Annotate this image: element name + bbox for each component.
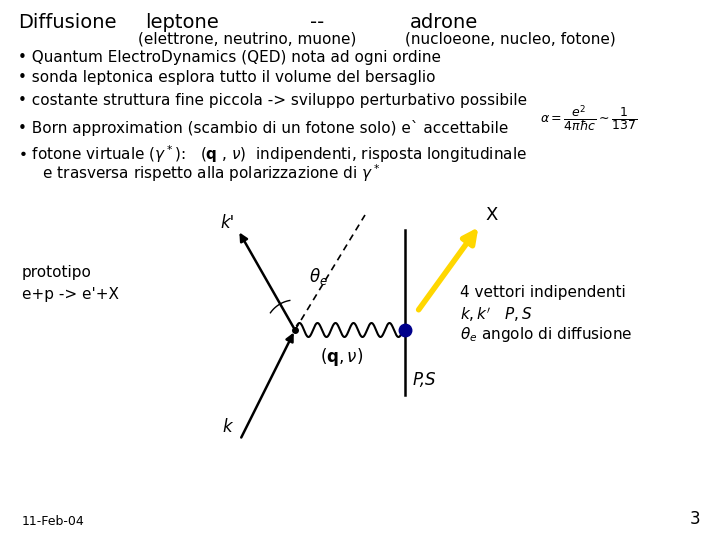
Text: X: X: [485, 206, 498, 224]
Text: prototipo
e+p -> e'+X: prototipo e+p -> e'+X: [22, 265, 119, 302]
Text: P,S: P,S: [413, 371, 436, 389]
Text: k: k: [222, 418, 232, 436]
Text: (nucloeone, nucleo, fotone): (nucloeone, nucleo, fotone): [405, 31, 616, 46]
Text: k': k': [220, 214, 234, 232]
Text: 11-Feb-04: 11-Feb-04: [22, 515, 85, 528]
Text: e trasversa rispetto alla polarizzazione di $\gamma^*$: e trasversa rispetto alla polarizzazione…: [28, 162, 380, 184]
Text: $(\mathbf{q}, \nu)$: $(\mathbf{q}, \nu)$: [320, 346, 364, 368]
Text: Diffusione: Diffusione: [18, 13, 117, 32]
Text: $\alpha = \dfrac{e^2}{4\pi\hbar c} \sim \dfrac{1}{137}$: $\alpha = \dfrac{e^2}{4\pi\hbar c} \sim …: [540, 103, 637, 133]
Text: (elettrone, neutrino, muone): (elettrone, neutrino, muone): [138, 31, 356, 46]
Text: • costante struttura fine piccola -> sviluppo perturbativo possibile: • costante struttura fine piccola -> svi…: [18, 93, 527, 108]
Text: • fotone virtuale ($\gamma^*$):   ($\mathbf{q}$ , $\nu$)  indipendenti, risposta: • fotone virtuale ($\gamma^*$): ($\mathb…: [18, 143, 527, 165]
Text: 3: 3: [689, 510, 700, 528]
Text: adrone: adrone: [410, 13, 478, 32]
Text: $\theta_e$: $\theta_e$: [309, 266, 328, 287]
Text: $\theta_e$ angolo di diffusione: $\theta_e$ angolo di diffusione: [460, 325, 632, 344]
Text: • Quantum ElectroDynamics (QED) nota ad ogni ordine: • Quantum ElectroDynamics (QED) nota ad …: [18, 50, 441, 65]
Text: • Born approximation (scambio di un fotone solo) e` accettabile: • Born approximation (scambio di un foto…: [18, 120, 508, 136]
Text: $k, k'$   $P,S$: $k, k'$ $P,S$: [460, 305, 533, 323]
Text: • sonda leptonica esplora tutto il volume del bersaglio: • sonda leptonica esplora tutto il volum…: [18, 70, 436, 85]
Text: leptone: leptone: [145, 13, 219, 32]
Text: --: --: [310, 13, 324, 32]
Text: 4 vettori indipendenti: 4 vettori indipendenti: [460, 285, 626, 300]
